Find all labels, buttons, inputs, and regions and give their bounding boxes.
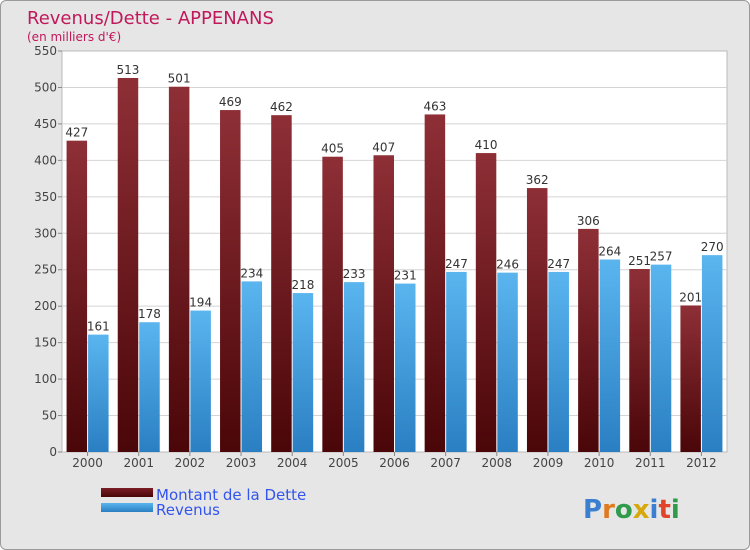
y-tick-label: 400 <box>34 153 57 167</box>
legend-swatch-dette <box>101 488 153 497</box>
bar-revenus <box>343 282 365 452</box>
x-tick-label: 2012 <box>686 456 717 470</box>
label-revenus: 231 <box>394 269 417 283</box>
x-tick-label: 2004 <box>277 456 308 470</box>
y-tick-label: 500 <box>34 80 57 94</box>
x-tick-label: 2006 <box>379 456 410 470</box>
y-tick-label: 450 <box>34 117 57 131</box>
label-dette: 469 <box>219 95 242 109</box>
x-tick-label: 2005 <box>328 456 359 470</box>
bar-revenus <box>241 281 263 452</box>
bar-revenus <box>548 271 569 452</box>
logo-text: Proxiti <box>583 495 680 525</box>
bar-dette <box>424 114 446 452</box>
bar-dette <box>66 140 88 453</box>
y-tick-label: 200 <box>34 299 57 313</box>
y-tick-label: 150 <box>34 336 57 350</box>
bar-revenus <box>190 310 211 452</box>
x-tick-label: 2011 <box>635 456 666 470</box>
bar-dette <box>578 228 599 452</box>
bar-dette <box>117 77 139 452</box>
bar-revenus <box>292 293 314 452</box>
chart-subtitle: (en milliers d'€) <box>27 30 121 44</box>
bar-revenus <box>701 255 723 452</box>
bar-dette <box>220 110 241 452</box>
bar-revenus <box>497 272 518 452</box>
label-revenus: 264 <box>598 245 621 259</box>
bar-dette <box>526 188 548 452</box>
label-revenus: 233 <box>343 267 366 281</box>
label-dette: 513 <box>117 63 140 77</box>
legend-swatch-revenus <box>101 503 153 512</box>
x-tick-label: 2002 <box>175 456 206 470</box>
chart-title: Revenus/Dette - APPENANS <box>27 8 274 29</box>
y-tick-label: 250 <box>34 263 57 277</box>
legend-label-revenus: Revenus <box>156 501 220 519</box>
legend-label-dette: Montant de la Dette <box>156 486 306 504</box>
x-tick-label: 2000 <box>72 456 103 470</box>
y-tick-label: 350 <box>34 190 57 204</box>
label-revenus: 234 <box>240 266 263 280</box>
label-dette: 410 <box>475 138 498 152</box>
label-revenus: 247 <box>445 257 468 271</box>
bar-dette <box>629 268 650 452</box>
label-revenus: 257 <box>650 250 673 264</box>
x-tick-label: 2007 <box>430 456 461 470</box>
bar-revenus <box>446 271 467 452</box>
label-dette: 201 <box>679 290 702 304</box>
y-tick-label: 0 <box>49 445 57 459</box>
bar-revenus <box>139 322 160 452</box>
label-dette: 501 <box>168 72 191 86</box>
x-tick-label: 2001 <box>123 456 154 470</box>
bar-revenus <box>88 334 109 452</box>
bar-revenus <box>599 259 621 452</box>
label-revenus: 270 <box>701 240 724 254</box>
bar-dette <box>271 115 292 452</box>
plot-area <box>61 50 728 453</box>
x-tick-label: 2008 <box>482 456 513 470</box>
bar-dette <box>168 86 190 452</box>
x-tick-label: 2009 <box>533 456 564 470</box>
y-tick-label: 550 <box>34 44 57 58</box>
bars: 427 161 513 178 501 194 469 234 462 218 405 233 407 2… <box>65 63 724 453</box>
x-tick-label: 2010 <box>584 456 615 470</box>
y-tick-label: 300 <box>34 226 57 240</box>
label-revenus: 247 <box>547 257 570 271</box>
label-revenus: 246 <box>496 258 519 272</box>
label-dette: 251 <box>628 254 651 268</box>
label-revenus: 161 <box>87 320 110 334</box>
y-tick-label: 100 <box>34 372 57 386</box>
label-revenus: 194 <box>189 296 212 310</box>
y-axis: 0 50 100 150 200 250 300 350 400 450 500 550 <box>34 44 62 459</box>
label-revenus: 218 <box>291 278 314 292</box>
bar-dette <box>373 155 394 452</box>
x-axis: 2000 2001 2002 2003 2004 2005 2006 2007 2008 2009… <box>72 452 717 470</box>
legend: Montant de la Dette Revenus <box>101 486 306 519</box>
x-tick-label: 2003 <box>226 456 257 470</box>
bar-dette <box>322 156 343 452</box>
bar-revenus <box>395 283 416 452</box>
label-dette: 405 <box>321 142 344 156</box>
label-dette: 462 <box>270 100 293 114</box>
bar-revenus <box>650 264 672 452</box>
label-dette: 306 <box>577 214 600 228</box>
bar-dette <box>475 153 497 452</box>
label-dette: 407 <box>372 140 395 154</box>
label-dette: 463 <box>423 99 446 113</box>
proxiti-logo: Proxiti <box>583 495 680 525</box>
label-dette: 362 <box>526 173 549 187</box>
label-dette: 427 <box>65 126 88 140</box>
label-revenus: 178 <box>138 307 161 321</box>
y-tick-label: 50 <box>42 409 57 423</box>
bar-dette <box>680 305 701 452</box>
